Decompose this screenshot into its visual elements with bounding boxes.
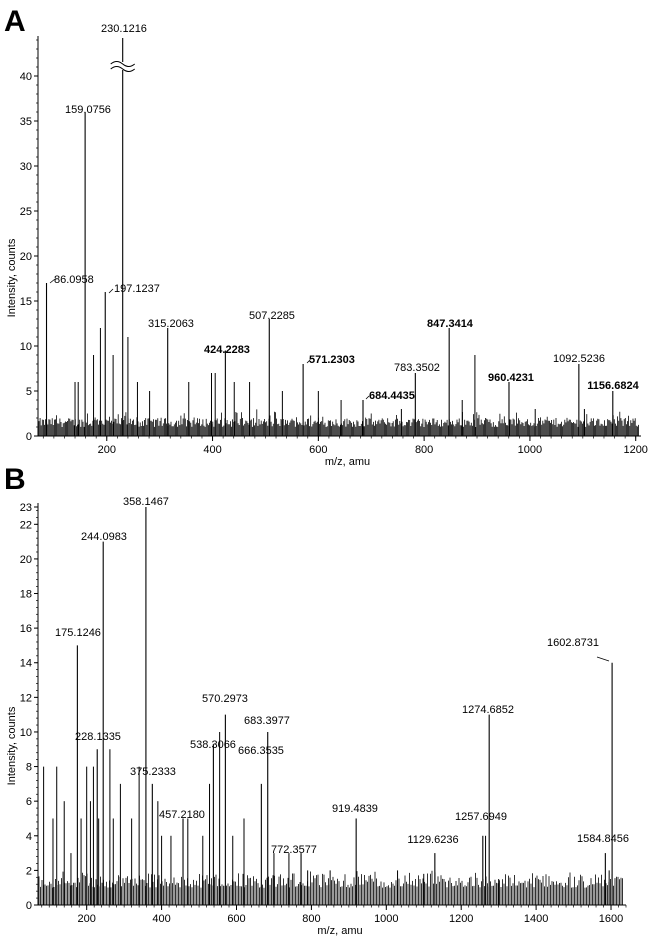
panel-b-peak-label: 538.3066 — [190, 739, 236, 751]
panel-a-x-tick-label: 1200 — [623, 444, 647, 456]
panel-b-x-tick-label: 1200 — [449, 913, 473, 925]
panel-a-x-tick-label: 800 — [415, 444, 433, 456]
panel-b-peak-label: 683.3977 — [244, 715, 290, 727]
panel-b-y-tick-label: 6 — [26, 796, 32, 808]
panel-a-y-tick-label: 35 — [20, 116, 32, 128]
panel-b-peak-label: 358.1467 — [123, 496, 169, 508]
panel-a-peak-label: 315.2063 — [148, 318, 194, 330]
panel-a-peak-label: 571.2303 — [309, 354, 355, 366]
panel-a-y-tick-label: 10 — [20, 341, 32, 353]
panel-b-x-tick-label: 1600 — [599, 913, 623, 925]
panel-b-y-tick-label: 12 — [20, 692, 32, 704]
panel-b-x-tick-label: 600 — [227, 913, 245, 925]
panel-a-peak-label: 960.4231 — [488, 372, 534, 384]
panel-a-noise-baseline — [38, 409, 639, 436]
panel-a-x-tick-label: 200 — [98, 444, 116, 456]
panel-b-y-axis-title: Intensity, counts — [6, 706, 18, 785]
panel-a-letter: A — [4, 5, 26, 38]
panel-b-noise-baseline — [38, 870, 623, 905]
panel-b-y-tick-label: 8 — [26, 762, 32, 774]
panel-a-peak-label: 159.0756 — [65, 104, 111, 116]
panel-a-y-axis-title: Intensity, counts — [6, 238, 18, 317]
panel-b-peak-label: 1602.8731 — [547, 637, 599, 649]
panel-a-peak-label: 684.4435 — [369, 390, 415, 402]
panel-b-peak-label: 1584.8456 — [577, 833, 629, 845]
panel-b-peak-label: 772.3577 — [271, 844, 317, 856]
panel-a-y-tick-label: 0 — [26, 431, 32, 443]
panel-b-y-tick-label: 18 — [20, 589, 32, 601]
panel-a-axis-break-mark-top — [110, 61, 136, 67]
panel-b-x-tick-label: 1000 — [374, 913, 398, 925]
panel-a-y-tick-label: 5 — [26, 386, 32, 398]
panel-a-peak-label: 230.1216 — [101, 23, 147, 35]
panel-a-peak-leader — [108, 288, 114, 294]
panel-a-x-tick-label: 600 — [309, 444, 327, 456]
panel-b-y-tick-label: 14 — [20, 658, 32, 670]
panel-b-y-tick-label: 0 — [26, 900, 32, 912]
panel-b-y-tick-label: 4 — [26, 831, 32, 843]
panel-a-peak-label: 1156.6824 — [587, 380, 639, 392]
panel-b-x-tick-label: 400 — [152, 913, 170, 925]
panel-a-peak-label: 1092.5236 — [553, 353, 605, 365]
panel-a-axis-break-mark-bottom — [110, 66, 136, 72]
panel-b-peak-label: 228.1335 — [75, 731, 121, 743]
panel-a-y-tick-label: 25 — [20, 206, 32, 218]
panel-b-y-tick-label: 2 — [26, 865, 32, 877]
panel-b-peak-label: 919.4839 — [332, 803, 378, 815]
panel-a-x-tick-label: 1000 — [518, 444, 542, 456]
panel-b: B 0 2 4 6 8 10 12 14 16 18 20 22 23 200 400 600 800 1000 1… — [4, 463, 629, 937]
panel-b-peak-label: 666.3535 — [238, 745, 284, 757]
panel-a-y-tick-label: 30 — [20, 161, 32, 173]
panel-a-y-tick-label: 40 — [20, 71, 32, 83]
panel-b-y-tick-label: 20 — [20, 554, 32, 566]
panel-b-peak-label: 1129.6236 — [407, 834, 458, 846]
panel-b-peak-label: 1274.6852 — [462, 704, 514, 716]
panel-a-peak-leader — [306, 359, 311, 364]
panel-b-peak-label: 1257.6949 — [455, 811, 507, 823]
panel-b-letter: B — [4, 463, 26, 496]
panel-a-peak-label: 847.3414 — [427, 318, 474, 330]
panel-b-peak-label: 457.2180 — [159, 809, 205, 821]
panel-a-peak-leader — [49, 278, 56, 284]
panel-a-y-tick-label: 15 — [20, 296, 32, 308]
panel-a-y-tick-label: 20 — [20, 251, 32, 263]
panel-a-peak-label: 424.2283 — [204, 344, 250, 356]
panel-a-x-tick-label: 400 — [203, 444, 221, 456]
panel-b-y-tick-label: 16 — [20, 623, 32, 635]
panel-b-y-tick-label: 10 — [20, 727, 32, 739]
panel-b-x-tick-label: 200 — [78, 913, 96, 925]
panel-a-peak-label: 197.1237 — [114, 283, 160, 295]
panel-a-peak-leader — [365, 395, 370, 400]
panel-b-peak-label: 175.1246 — [55, 627, 101, 639]
panel-b-y-tick-label: 22 — [20, 519, 32, 531]
panel-b-x-axis-title: m/z, amu — [317, 925, 362, 937]
panel-b-y-tick-label: 23 — [20, 502, 32, 514]
panel-a-axis-break-gap — [111, 62, 134, 70]
panel-b-x-tick-label: 1400 — [524, 913, 548, 925]
panel-b-x-tick-label: 800 — [302, 913, 320, 925]
panel-b-peak-label: 375.2333 — [130, 766, 176, 778]
panel-a-peak-label: 507.2285 — [249, 310, 295, 322]
panel-b-peak-label: 244.0983 — [81, 531, 127, 543]
panel-a-x-axis-title: m/z, amu — [325, 456, 370, 468]
panel-a: A 0 5 10 15 20 25 30 35 40 200 400 600 800 1000 1200 m/… — [4, 5, 648, 468]
panel-a-peak-label: 783.3502 — [394, 362, 440, 374]
panel-a-peak-label: 86.0958 — [54, 274, 94, 286]
panel-b-peak-label: 570.2973 — [202, 693, 248, 705]
panel-b-peak-leader — [596, 656, 610, 662]
